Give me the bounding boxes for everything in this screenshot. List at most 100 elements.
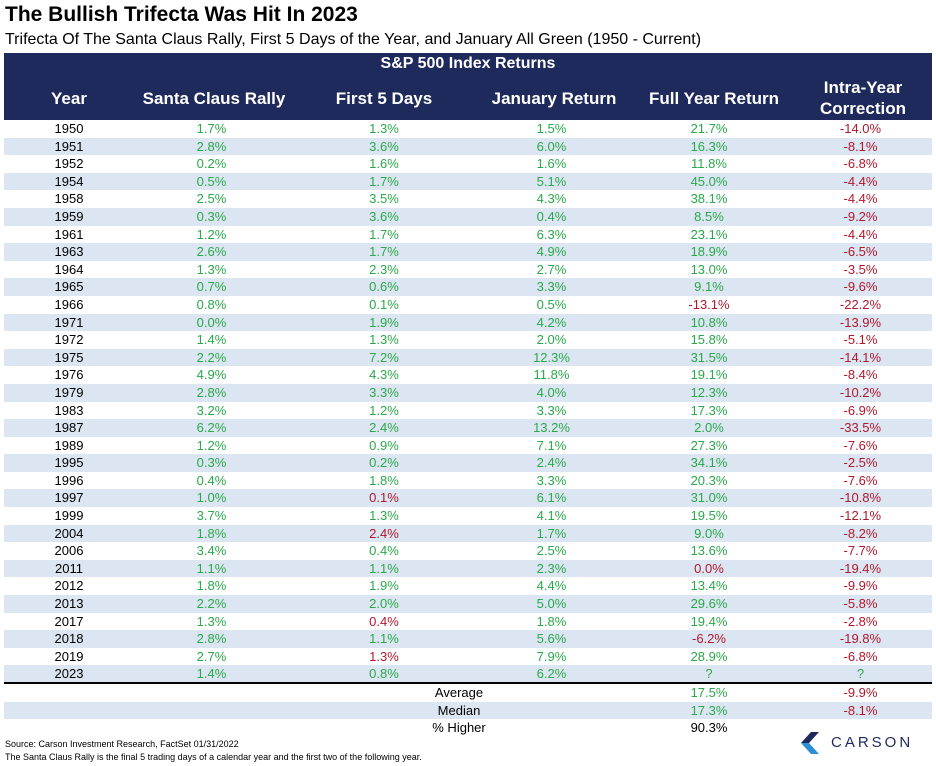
full-year-cell: 31.5% <box>690 349 728 365</box>
table-row: 1972 1.4% 1.3% 2.0% 15.8% -5.1% <box>4 331 932 349</box>
january-cell: 2.3% <box>536 560 567 576</box>
table-row: 1989 1.2% 0.9% 7.1% 27.3% -7.6% <box>4 437 932 455</box>
correction-cell: -8.4% <box>843 367 878 383</box>
full-year-cell: 13.0% <box>690 261 728 277</box>
january-cell: 7.1% <box>536 437 567 453</box>
year-cell: 1966 <box>54 296 84 312</box>
year-cell: 1965 <box>54 279 84 295</box>
santa-claus-cell: 0.4% <box>196 472 227 488</box>
header-full-year-return: Full Year Return <box>648 89 780 108</box>
table-row: 1958 2.5% 3.5% 4.3% 38.1% -4.4% <box>4 190 932 208</box>
santa-claus-cell: 0.7% <box>196 279 227 295</box>
source-note: Source: Carson Investment Research, Fact… <box>5 739 239 749</box>
january-cell: 3.3% <box>536 402 567 418</box>
first-5-days-cell: 7.2% <box>369 349 399 365</box>
summary-label: Median <box>437 702 481 718</box>
year-cell: 1952 <box>54 156 84 172</box>
santa-claus-cell: 1.8% <box>196 578 227 594</box>
correction-cell: -7.6% <box>843 472 878 488</box>
table-row: 1983 3.2% 1.2% 3.3% 17.3% -6.9% <box>4 402 932 420</box>
full-year-cell: -6.2% <box>692 631 726 647</box>
first-5-days-cell: 2.3% <box>369 261 399 277</box>
first-5-days-cell: 1.2% <box>369 402 399 418</box>
year-cell: 1983 <box>54 402 84 418</box>
first-5-days-cell: 3.5% <box>369 191 399 207</box>
santa-claus-cell: 2.7% <box>196 648 227 664</box>
january-cell: 6.2% <box>536 666 567 682</box>
january-cell: 6.1% <box>536 490 567 506</box>
santa-claus-cell: 2.2% <box>196 596 227 612</box>
year-cell: 2018 <box>54 631 84 647</box>
carson-logo-text: CARSON <box>831 734 914 751</box>
summary-label: % Higher <box>432 720 486 736</box>
first-5-days-cell: 0.4% <box>369 613 399 629</box>
january-cell: 1.5% <box>536 121 567 136</box>
santa-claus-cell: 2.5% <box>196 191 227 207</box>
correction-cell: -12.1% <box>839 508 882 524</box>
year-cell: 1996 <box>54 472 84 488</box>
santa-claus-cell: 0.3% <box>196 455 227 471</box>
first-5-days-cell: 0.6% <box>369 279 399 295</box>
summary-full-year: 17.3% <box>690 702 728 718</box>
correction-cell: -2.8% <box>843 613 878 629</box>
first-5-days-cell: 1.3% <box>369 648 399 664</box>
correction-cell: -14.0% <box>839 121 882 136</box>
full-year-cell: 21.7% <box>690 121 728 136</box>
year-cell: 1963 <box>54 244 84 260</box>
table-row: 1999 3.7% 1.3% 4.1% 19.5% -12.1% <box>4 507 932 525</box>
santa-claus-cell: 1.2% <box>196 437 227 453</box>
santa-claus-cell: 0.8% <box>196 296 227 312</box>
first-5-days-cell: 0.4% <box>369 543 399 559</box>
table-row: 1966 0.8% 0.1% 0.5% -13.1% -22.2% <box>4 296 932 314</box>
header-correction: Correction <box>820 99 906 118</box>
year-cell: 1995 <box>54 455 84 471</box>
definition-note: The Santa Claus Rally is the final 5 tra… <box>5 752 422 762</box>
correction-cell: -33.5% <box>839 420 882 436</box>
correction-cell: -8.1% <box>843 138 878 154</box>
santa-claus-cell: 2.8% <box>196 384 227 400</box>
correction-cell: -4.4% <box>843 173 878 189</box>
year-cell: 2006 <box>54 543 84 559</box>
header-intra-year: Intra-Year <box>823 78 903 97</box>
january-cell: 2.4% <box>536 455 567 471</box>
full-year-cell: 12.3% <box>690 384 728 400</box>
table-row: 1995 0.3% 0.2% 2.4% 34.1% -2.5% <box>4 454 932 472</box>
first-5-days-cell: 1.3% <box>369 121 399 136</box>
santa-claus-cell: 2.8% <box>196 138 227 154</box>
table-row: 2004 1.8% 2.4% 1.7% 9.0% -8.2% <box>4 524 932 543</box>
header-january-return: January Return <box>491 89 617 108</box>
table-row: 1975 2.2% 7.2% 12.3% 31.5% -14.1% <box>4 348 932 367</box>
table-row: 1950 1.7% 1.3% 1.5% 21.7% -14.0% <box>4 120 932 138</box>
full-year-cell: 38.1% <box>690 191 728 207</box>
table-row: 1952 0.2% 1.6% 1.6% 11.8% -6.8% <box>4 155 932 173</box>
first-5-days-cell: 2.4% <box>369 525 399 541</box>
santa-claus-cell: 4.9% <box>196 367 227 383</box>
january-cell: 1.6% <box>536 156 567 172</box>
full-year-cell: 18.9% <box>690 244 728 260</box>
full-year-cell: 13.6% <box>690 543 728 559</box>
full-year-cell: 2.0% <box>694 420 724 436</box>
first-5-days-cell: 1.9% <box>369 314 399 330</box>
year-cell: 1961 <box>54 226 84 242</box>
first-5-days-cell: 1.7% <box>369 244 399 260</box>
first-5-days-cell: 1.3% <box>369 508 399 524</box>
first-5-days-cell: 1.7% <box>369 226 399 242</box>
january-cell: 1.8% <box>536 613 567 629</box>
first-5-days-cell: 1.8% <box>369 472 399 488</box>
first-5-days-cell: 1.7% <box>369 173 399 189</box>
santa-claus-cell: 3.2% <box>196 402 227 418</box>
table-row: 1979 2.8% 3.3% 4.0% 12.3% -10.2% <box>4 383 932 402</box>
table-row: 2018 2.8% 1.1% 5.6% -6.2% -19.8% <box>4 630 932 648</box>
summary-correction: -8.1% <box>843 702 878 718</box>
first-5-days-cell: 1.6% <box>369 156 399 172</box>
january-cell: 4.3% <box>536 191 567 207</box>
correction-cell: -10.2% <box>839 384 882 400</box>
full-year-cell: ? <box>705 666 713 682</box>
table-row: 2017 1.3% 0.4% 1.8% 19.4% -2.8% <box>4 613 932 631</box>
summary-row: Average 17.5% -9.9% <box>4 684 932 702</box>
correction-cell: -5.8% <box>843 596 878 612</box>
year-cell: 2017 <box>54 613 84 629</box>
year-cell: 2011 <box>55 560 83 576</box>
table-row: 1997 1.0% 0.1% 6.1% 31.0% -10.8% <box>4 489 932 508</box>
first-5-days-cell: 0.2% <box>369 455 399 471</box>
